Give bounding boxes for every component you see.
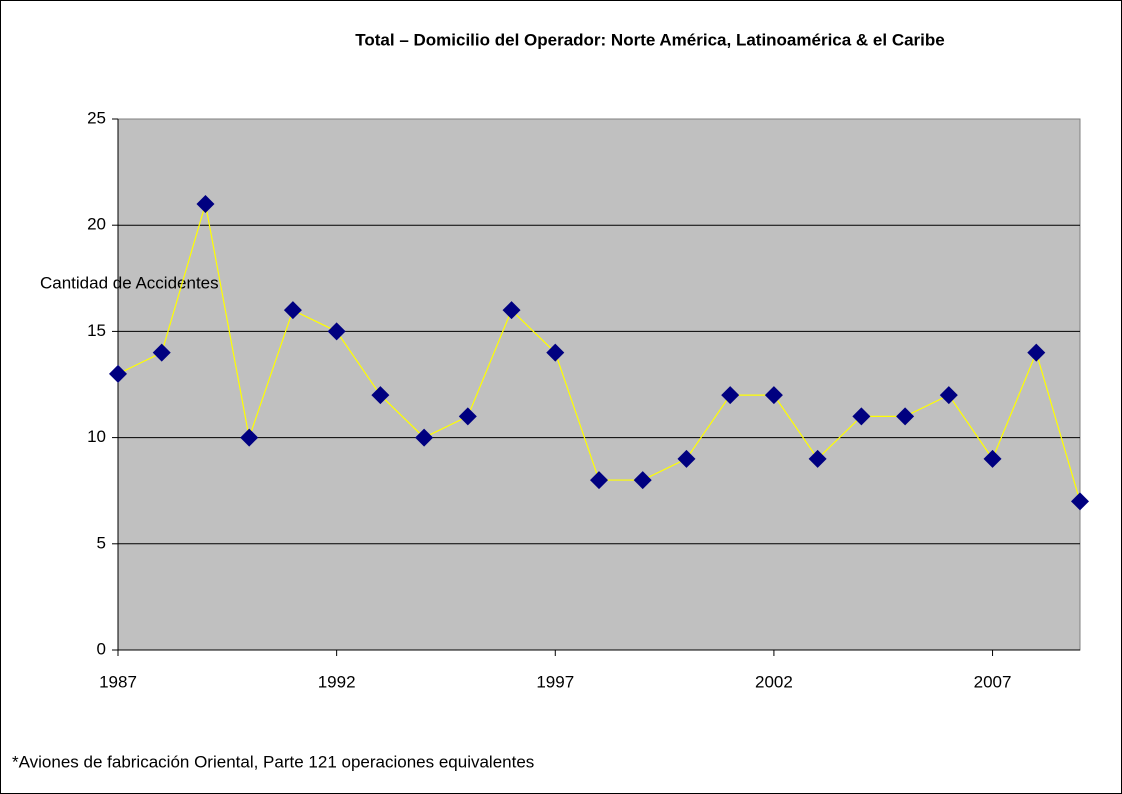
marker (677, 449, 696, 468)
y-tick-label: 25 (87, 108, 106, 127)
plot-area (117, 118, 1081, 651)
marker (939, 386, 958, 405)
marker (633, 471, 652, 490)
marker (721, 386, 740, 405)
marker (196, 194, 215, 213)
marker (1071, 492, 1089, 511)
marker (546, 343, 565, 362)
y-tick-label: 5 (97, 533, 106, 552)
x-tick-label: 1992 (318, 672, 356, 691)
x-tick-label: 1987 (99, 672, 137, 691)
marker (327, 322, 346, 341)
marker (458, 407, 477, 426)
footnote: *Aviones de fabricación Oriental, Parte … (12, 752, 534, 771)
marker (1027, 343, 1046, 362)
x-tick-label: 2002 (755, 672, 793, 691)
marker (415, 428, 434, 447)
x-tick-label: 1997 (536, 672, 574, 691)
marker (152, 343, 171, 362)
y-tick-label: 0 (97, 639, 106, 658)
marker (283, 301, 302, 320)
marker (764, 386, 783, 405)
marker (983, 449, 1002, 468)
y-tick-label: 20 (87, 215, 106, 234)
chart-title: Total – Domicilio del Operador: Norte Am… (355, 30, 945, 49)
marker (371, 386, 390, 405)
y-tick-label: 15 (87, 321, 106, 340)
marker (808, 449, 827, 468)
marker (896, 407, 915, 426)
marker (240, 428, 259, 447)
marker (852, 407, 871, 426)
marker (502, 301, 521, 320)
y-axis-label: Cantidad de Accidentes (40, 273, 219, 292)
marker (109, 364, 127, 383)
x-tick-label: 2007 (974, 672, 1012, 691)
marker (590, 471, 608, 490)
y-tick-label: 10 (87, 427, 106, 446)
